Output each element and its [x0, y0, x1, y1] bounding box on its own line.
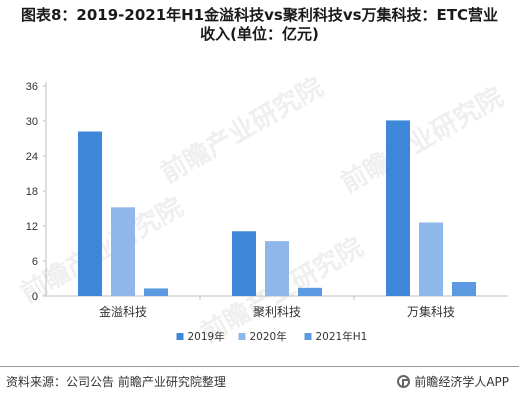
y-tick-label: 18 [26, 186, 38, 198]
chart-title-line-2: 收入(单位：亿元) [200, 25, 319, 43]
bar [78, 131, 102, 296]
legend-swatch [176, 333, 184, 340]
y-tick-label: 0 [32, 291, 38, 303]
y-tick-label: 12 [26, 221, 38, 233]
x-tick-label: 聚利科技 [253, 305, 301, 319]
x-tick-label: 万集科技 [407, 304, 455, 319]
bar [452, 282, 476, 296]
legend-label: 2021年H1 [316, 330, 368, 343]
y-tick-label: 24 [26, 151, 38, 163]
bar [298, 287, 322, 296]
bar-chart: 0 6 12 18 24 30 36 金溢科技 聚利科技 万集科技 2019年 2020年 2021年H… [26, 81, 508, 343]
brand-label: 前瞻经济学人APP [414, 375, 509, 389]
bar [144, 288, 168, 296]
bar [111, 207, 135, 296]
bar [265, 241, 289, 296]
legend-label: 2019年 [188, 330, 225, 343]
legend-swatch [238, 333, 246, 340]
brand-logo-icon [397, 375, 411, 388]
y-tick-label: 30 [26, 116, 38, 128]
legend-swatch [304, 333, 312, 340]
footer-divider [0, 366, 519, 367]
bar [419, 222, 443, 296]
y-tick-label: 6 [32, 256, 38, 268]
chart-title-line-1: 图表8：2019-2021年H1金溢科技vs聚利科技vs万集科技：ETC营业 [20, 6, 499, 24]
source-note: 资料来源：公司公告 前瞻产业研究院整理 [6, 375, 226, 389]
bar [386, 120, 410, 297]
y-tick-label: 36 [26, 81, 38, 93]
brand: 前瞻经济学人APP [397, 373, 509, 390]
chart-title: 图表8：2019-2021年H1金溢科技vs聚利科技vs万集科技：ETC营业 收… [0, 6, 519, 44]
legend-label: 2020年 [250, 330, 287, 343]
bar [232, 231, 256, 296]
x-tick-label: 金溢科技 [99, 304, 147, 319]
